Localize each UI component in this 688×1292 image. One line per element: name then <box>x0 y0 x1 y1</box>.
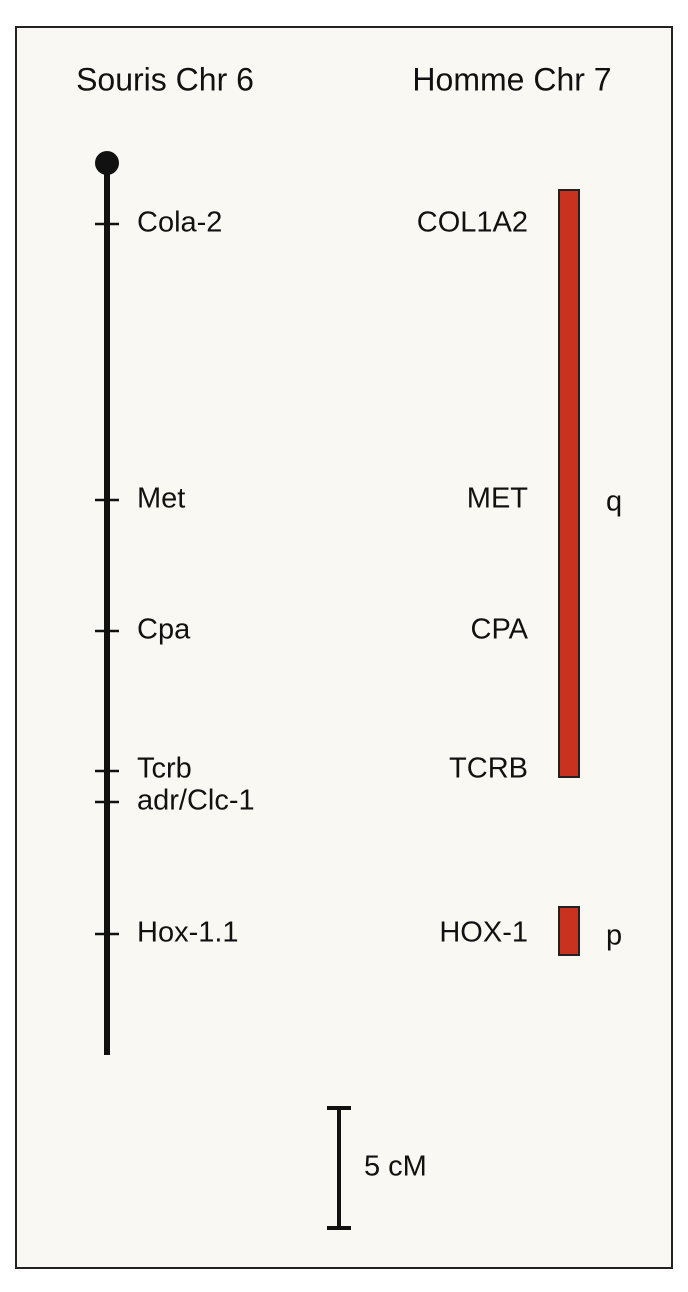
human-marker: COL1A2 <box>417 207 528 239</box>
mouse-ticks <box>95 222 119 936</box>
centromere <box>95 151 119 175</box>
p-segment <box>558 906 580 956</box>
mouse-title: Souris Chr 6 <box>76 61 254 97</box>
q-segment <box>558 189 580 778</box>
mouse-marker: Hox-1.1 <box>137 917 239 949</box>
mouse-marker: Cpa <box>137 614 191 646</box>
mouse-marker: Met <box>137 483 185 515</box>
human-marker: HOX-1 <box>439 917 528 949</box>
arm-label: q <box>606 486 622 518</box>
human-marker: TCRB <box>449 753 528 785</box>
human-marker: MET <box>467 483 529 515</box>
mouse-marker: adr/Clc-1 <box>137 785 255 817</box>
mouse-marker: Tcrb <box>137 753 192 785</box>
arm-label: p <box>606 920 622 952</box>
human-marker: CPA <box>471 614 529 646</box>
scale-label: 5 cM <box>364 1151 427 1183</box>
mouse-marker: Cola-2 <box>137 207 222 239</box>
human-title: Homme Chr 7 <box>412 61 611 97</box>
scale-bar <box>327 1106 351 1230</box>
